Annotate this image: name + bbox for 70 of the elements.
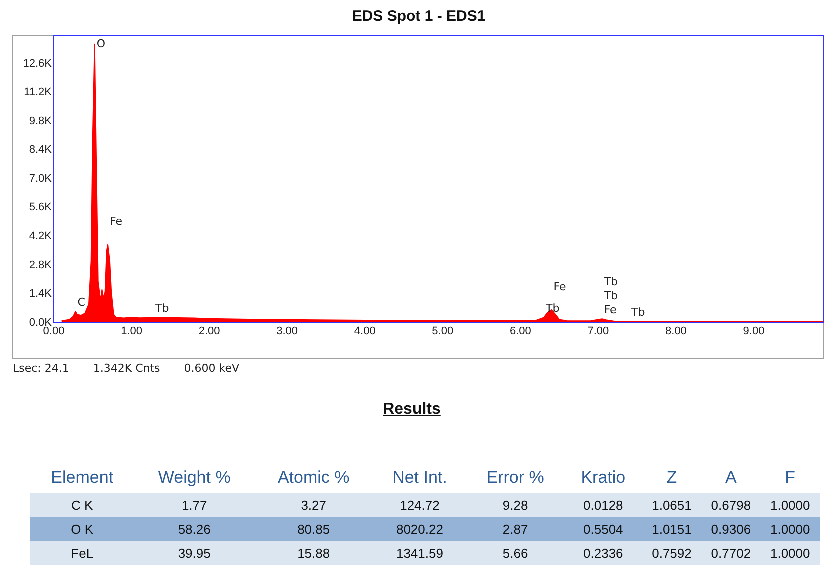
text: 0.600 keV: [184, 362, 240, 375]
annotation: Tb: [545, 302, 560, 316]
text: 0.7592: [652, 546, 692, 560]
category-label: A: [724, 467, 738, 489]
text: Lsec: 24.1: [13, 362, 70, 375]
text: 0.7702: [711, 546, 752, 560]
annotation: Tb: [603, 289, 618, 302]
x-tick-label: 4.00: [354, 325, 376, 338]
x-tick-label: 1.00: [121, 325, 142, 338]
text: 1.342K Cnts: [93, 362, 160, 375]
x-tick-label: 0.00: [43, 325, 65, 338]
y-tick-label: 2.8K: [29, 259, 53, 272]
category-label: Z: [666, 467, 678, 489]
annotation: Fe: [110, 215, 123, 228]
annotation: Fe: [604, 303, 618, 316]
category-label: FeL: [71, 546, 94, 560]
text: 8020.22: [396, 522, 444, 536]
annotation: Tb: [154, 302, 170, 316]
text: 58.26: [178, 522, 211, 536]
x-tick-label: 5.00: [432, 325, 454, 338]
text: 0.2336: [584, 546, 624, 560]
category-label: Kratio: [580, 467, 627, 489]
category-label: O K: [71, 522, 94, 536]
x-tick-label: 7.00: [588, 325, 610, 338]
text: 9.28: [502, 498, 528, 512]
annotation: Fe: [554, 280, 567, 294]
y-tick-label: 7.0K: [29, 172, 53, 185]
text: 1.0000: [770, 498, 810, 512]
category-label: F: [784, 467, 797, 489]
text: 3.27: [301, 498, 326, 512]
annotation: Tb: [630, 306, 646, 319]
y-tick-label: 8.4K: [29, 144, 53, 156]
y-tick-label: 5.6K: [29, 202, 53, 214]
y-tick-label: 4.2K: [29, 230, 53, 242]
text: 0.9306: [711, 522, 752, 536]
category-label: Error %: [486, 467, 546, 489]
text: 124.72: [400, 498, 440, 512]
y-tick-label: 12.6K: [23, 58, 53, 70]
text: 2.87: [502, 522, 528, 536]
text: 39.95: [178, 546, 211, 560]
text: 1.0000: [770, 522, 810, 536]
annotation: Tb: [603, 275, 618, 288]
text: 5.66: [502, 546, 528, 560]
x-tick-label: 3.00: [276, 325, 298, 338]
x-tick-label: 9.00: [743, 325, 765, 338]
text: 15.88: [298, 546, 330, 560]
y-tick-label: 1.4K: [29, 288, 53, 300]
text: 1341.59: [396, 546, 444, 560]
category-label: Atomic %: [276, 467, 351, 489]
text: 1.77: [182, 498, 208, 512]
text: 0.0128: [584, 498, 624, 512]
category-label: Element: [50, 467, 115, 489]
x-tick-label: 2.00: [198, 325, 220, 338]
text: 80.85: [298, 522, 330, 536]
x-tick-label: 8.00: [666, 325, 687, 338]
y-tick-label: 11.2K: [24, 86, 53, 99]
category-label: C K: [72, 498, 94, 512]
annotation: O: [96, 37, 106, 50]
chart-title: EDS Spot 1 - EDS1: [352, 8, 486, 26]
text: 1.0651: [652, 498, 692, 512]
x-tick-label: 6.00: [510, 325, 532, 338]
text: Results: [382, 401, 442, 419]
text: 1.0151: [652, 522, 692, 536]
category-label: Weight %: [157, 467, 232, 489]
category-label: Net Int.: [392, 467, 448, 489]
text: 0.6798: [711, 498, 752, 512]
text: 0.5504: [584, 522, 624, 536]
annotation: C: [78, 296, 86, 309]
y-tick-label: 9.8K: [29, 115, 53, 128]
text: 1.0000: [770, 546, 810, 560]
